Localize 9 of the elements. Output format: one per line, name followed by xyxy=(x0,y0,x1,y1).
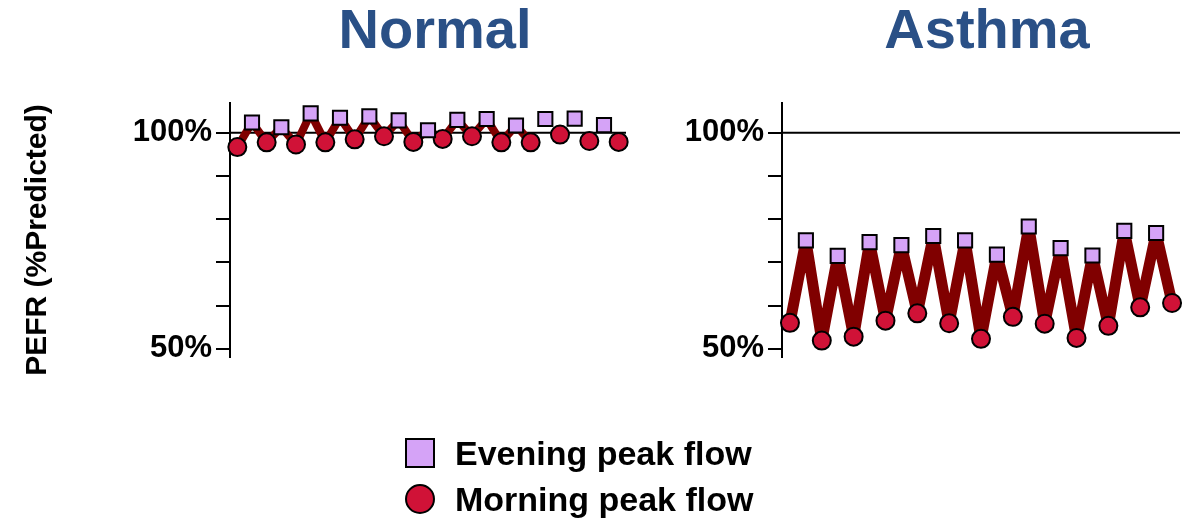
y-tick-label: 50% xyxy=(149,329,212,365)
chart-title: Asthma xyxy=(883,0,1091,61)
legend-label: Evening peak flow xyxy=(455,433,752,473)
y-axis-title: PEFR (%Predicted) xyxy=(18,104,53,376)
chart-title: Normal xyxy=(337,0,533,61)
y-tick-label: 50% xyxy=(701,329,764,365)
legend-label: Morning peak flow xyxy=(455,479,754,519)
y-tick-label: 100% xyxy=(132,113,212,149)
y-tick-label: 100% xyxy=(684,113,764,149)
